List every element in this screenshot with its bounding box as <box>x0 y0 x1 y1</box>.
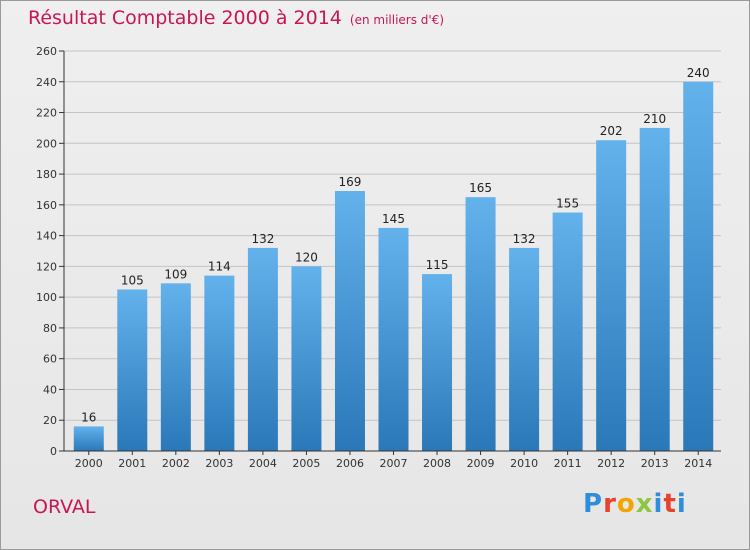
x-tick-label: 2006 <box>336 457 364 470</box>
y-tick-label: 200 <box>36 137 57 150</box>
y-tick-label: 0 <box>50 445 57 458</box>
bar-2009 <box>465 197 496 451</box>
logo-letter: P <box>583 489 604 519</box>
bar-2003 <box>204 275 235 451</box>
bar-2000 <box>73 426 104 451</box>
x-tick-label: 2013 <box>641 457 669 470</box>
bar-value-label: 169 <box>339 175 362 189</box>
x-tick-label: 2010 <box>510 457 538 470</box>
x-tick-label: 2005 <box>292 457 320 470</box>
y-tick-label: 220 <box>36 107 57 120</box>
y-tick-label: 140 <box>36 230 57 243</box>
x-tick-label: 2012 <box>597 457 625 470</box>
bars: 16 105 109 114 132 120 169 145 115 165 132 155 202 21… <box>73 66 714 452</box>
logo-letter: o <box>616 489 636 519</box>
x-tick-label: 2003 <box>205 457 233 470</box>
logo-letter: t <box>663 489 677 519</box>
bar-2008 <box>422 274 453 451</box>
x-tick-label: 2007 <box>380 457 408 470</box>
x-tick-label: 2002 <box>162 457 190 470</box>
bar-value-label: 16 <box>81 410 96 424</box>
y-tick-label: 60 <box>43 353 57 366</box>
y-tick-label: 40 <box>43 383 57 396</box>
logo-letter: i <box>676 489 687 519</box>
y-tick-label: 80 <box>43 322 57 335</box>
axes: 0 20 40 60 80 100 120 140 160 180 200 220 240 260 2000… <box>36 45 721 470</box>
x-tick-label: 2004 <box>249 457 277 470</box>
logo-letter: x <box>635 489 654 519</box>
bar-2013 <box>639 127 670 451</box>
bar-2014 <box>683 81 714 452</box>
bar-2011 <box>552 212 583 451</box>
bar-value-label: 109 <box>164 267 187 281</box>
y-tick-label: 20 <box>43 414 57 427</box>
bar-2010 <box>509 247 540 451</box>
chart-title: Résultat Comptable 2000 à 2014 (en millie… <box>28 7 444 29</box>
bar-2012 <box>596 140 627 451</box>
bar-value-label: 210 <box>643 112 666 126</box>
chart-subtitle: (en milliers d'€) <box>349 13 445 27</box>
bar-2005 <box>291 266 322 451</box>
bar-value-label: 115 <box>426 258 449 272</box>
bar-2001 <box>117 289 148 451</box>
chart-title-text: Résultat Comptable 2000 à 2014 <box>28 7 342 29</box>
bar-2002 <box>160 283 191 451</box>
bar-value-label: 114 <box>208 260 231 274</box>
bar-2006 <box>334 191 365 451</box>
y-tick-label: 100 <box>36 291 57 304</box>
x-tick-label: 2000 <box>75 457 103 470</box>
bar-value-label: 165 <box>469 181 492 195</box>
bar-value-label: 105 <box>121 273 144 287</box>
bar-value-label: 240 <box>687 66 710 80</box>
logo-letter: i <box>653 489 664 519</box>
x-tick-label: 2001 <box>118 457 146 470</box>
x-tick-label: 2008 <box>423 457 451 470</box>
bar-value-label: 155 <box>556 197 579 211</box>
x-tick-label: 2014 <box>684 457 712 470</box>
y-tick-label: 240 <box>36 76 57 89</box>
x-tick-label: 2011 <box>554 457 582 470</box>
bar-value-label: 132 <box>513 232 536 246</box>
bar-2004 <box>247 247 278 451</box>
y-tick-label: 180 <box>36 168 57 181</box>
bar-value-label: 132 <box>251 232 274 246</box>
bar-value-label: 202 <box>600 124 623 138</box>
proxiti-logo: Proxiti <box>583 489 687 519</box>
place-name: ORVAL <box>33 496 96 518</box>
bar-value-label: 120 <box>295 250 318 264</box>
y-tick-label: 160 <box>36 199 57 212</box>
bar-value-label: 145 <box>382 212 405 226</box>
y-tick-label: 120 <box>36 260 57 273</box>
logo-letter: r <box>603 489 617 519</box>
x-tick-label: 2009 <box>467 457 495 470</box>
bar-2007 <box>378 227 409 451</box>
y-tick-label: 260 <box>36 45 57 58</box>
